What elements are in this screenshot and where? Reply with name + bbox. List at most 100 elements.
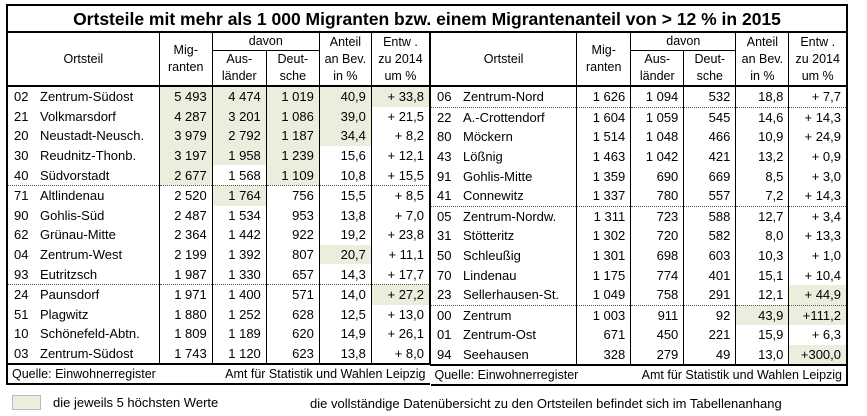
header-row: Ortsteil Mig- ranten davon Anteil an Bev…	[6, 32, 431, 86]
col-migranten: Mig- ranten	[158, 32, 213, 86]
ortsteil-name: Altlindenau	[40, 188, 105, 204]
ortsteil-number: 04	[14, 247, 29, 263]
deu-cell: 466	[683, 127, 737, 147]
ortsteil-number: 70	[437, 267, 452, 283]
table-row: 50 Schleußig 1 301 698 603 10,3 + 1,0	[429, 245, 848, 266]
ortsteil-number: 80	[437, 129, 452, 145]
aus-cell: 2 792	[211, 126, 267, 146]
aus-cell: 1 120	[211, 343, 267, 365]
entw-cell: +300,0	[788, 344, 848, 366]
table-row: 70 Lindenau 1 175 774 401 15,1 + 10,4	[429, 265, 848, 285]
ortsteil-cell: 93 Eutritzsch	[6, 264, 160, 285]
aus-cell: 690	[630, 166, 685, 186]
ortsteil-name: Zentrum-Nord	[463, 89, 544, 105]
highlight-swatch	[12, 395, 41, 410]
table-row: 62 Grünau-Mitte 2 364 1 442 922 19,2 + 23,8	[6, 225, 431, 245]
entw-cell: + 14,3	[788, 106, 848, 128]
ortsteil-number: 40	[14, 167, 29, 183]
ortsteil-cell: 06 Zentrum-Nord	[429, 86, 578, 108]
deu-cell: 953	[265, 205, 320, 226]
mig-cell: 2 364	[158, 225, 213, 245]
table-row: 20 Neustadt-Neusch. 3 979 2 792 1 187 34,4 + 8…	[6, 126, 431, 146]
aus-cell: 1 958	[211, 145, 267, 166]
entw-cell: + 1,0	[788, 245, 848, 266]
ortsteil-name: Reudnitz-Thonb.	[40, 148, 137, 164]
col-ortsteil: Ortsteil	[6, 32, 160, 86]
table-row: 04 Zentrum-West 2 199 1 392 807 20,7 + 11,1	[6, 244, 431, 265]
aus-cell: 723	[630, 205, 685, 227]
ant-cell: 10,3	[735, 245, 790, 266]
col-deutsche: Deut- sche	[265, 50, 320, 86]
mig-cell: 2 199	[158, 244, 213, 265]
mig-cell: 1 311	[576, 205, 632, 227]
table-row: 00 Zentrum 1 003 911 92 43,9 +111,2	[429, 304, 848, 326]
ortsteil-cell: 80 Möckern	[429, 127, 578, 147]
ant-cell: 12,7	[735, 205, 790, 227]
ortsteil-name: Connewitz	[463, 188, 524, 204]
mig-cell: 1 626	[576, 86, 632, 108]
ortsteil-name: A.-Crottendorf	[463, 109, 545, 125]
entw-cell: + 13,3	[788, 226, 848, 246]
ortsteil-name: Eutritzsch	[40, 266, 98, 282]
entw-cell: + 17,7	[370, 264, 431, 285]
aus-cell: 1 442	[211, 225, 267, 245]
aus-cell: 1 252	[211, 304, 267, 325]
legend-label: die jeweils 5 höchsten Werte	[53, 395, 219, 410]
ant-cell: 13,2	[735, 146, 790, 167]
table-row: 71 Altlindenau 2 520 1 764 756 15,5 + 8,5	[6, 184, 431, 206]
ortsteil-number: 30	[14, 148, 29, 164]
ant-cell: 19,2	[318, 225, 372, 245]
ant-cell: 15,1	[735, 265, 790, 285]
deu-cell: 1 239	[265, 145, 320, 166]
mig-cell: 1 049	[576, 284, 632, 306]
ortsteil-name: Zentrum-Nordw.	[463, 208, 557, 224]
ortsteil-number: 22	[437, 109, 452, 125]
publisher-text: Amt für Statistik und Wahlen Leipzig	[225, 367, 426, 382]
mig-cell: 1 743	[158, 343, 213, 365]
mig-cell: 1 175	[576, 265, 632, 285]
ant-cell: 39,0	[318, 106, 372, 127]
aus-cell: 1 189	[211, 324, 267, 344]
deu-cell: 571	[265, 283, 320, 305]
table-row: 21 Volkmarsdorf 4 287 3 201 1 086 39,0 + 21,5	[6, 106, 431, 127]
table-row: 40 Südvorstadt 2 677 1 568 1 109 10,8 + 15,5	[6, 165, 431, 186]
mig-cell: 328	[576, 344, 632, 366]
ortsteil-cell: 94 Seehausen	[429, 344, 578, 366]
publisher-text: Amt für Statistik und Wahlen Leipzig	[641, 368, 842, 383]
ortsteil-cell: 01 Zentrum-Ost	[429, 325, 578, 345]
header-row: Ortsteil Mig- ranten davon Anteil an Bev…	[429, 32, 848, 86]
entw-cell: + 8,0	[370, 343, 431, 365]
aus-cell: 758	[630, 284, 685, 306]
aus-cell: 774	[630, 265, 685, 285]
ortsteil-cell: 04 Zentrum-West	[6, 244, 160, 265]
col-migranten: Mig- ranten	[576, 32, 632, 86]
ortsteil-number: 51	[14, 306, 29, 322]
deu-cell: 669	[683, 166, 737, 186]
ortsteil-cell: 50 Schleußig	[429, 245, 578, 266]
ant-cell: 13,8	[318, 205, 372, 226]
deu-cell: 532	[683, 86, 737, 108]
ortsteil-name: Volkmarsdorf	[40, 108, 116, 124]
ortsteil-cell: 51 Plagwitz	[6, 304, 160, 325]
ortsteil-name: Gohlis-Mitte	[463, 168, 533, 184]
ortsteil-name: Gohlis-Süd	[40, 207, 105, 223]
ortsteil-number: 31	[437, 228, 452, 244]
aus-cell: 1 094	[630, 86, 685, 108]
ant-cell: 10,9	[735, 127, 790, 147]
mig-cell: 2 487	[158, 205, 213, 226]
ortsteil-number: 90	[14, 207, 29, 223]
ortsteil-cell: 24 Paunsdorf	[6, 283, 160, 305]
col-davon: davon	[630, 32, 737, 51]
deu-cell: 582	[683, 226, 737, 246]
table-row: 05 Zentrum-Nordw. 1 311 723 588 12,7 + 3,4	[429, 205, 848, 227]
ant-cell: 12,5	[318, 304, 372, 325]
table-row: 90 Gohlis-Süd 2 487 1 534 953 13,8 + 7,0	[6, 205, 431, 226]
ortsteil-cell: 71 Altlindenau	[6, 184, 160, 206]
mig-cell: 1 514	[576, 127, 632, 147]
table-row: 06 Zentrum-Nord 1 626 1 094 532 18,8 + 7,7	[429, 86, 848, 108]
col-anteil: Anteil an Bev. in %	[318, 32, 372, 86]
aus-cell: 911	[630, 304, 685, 326]
ortsteil-number: 10	[14, 326, 29, 342]
mig-cell: 1 337	[576, 185, 632, 207]
left-table: Ortsteil Mig- ranten davon Anteil an Bev…	[6, 31, 431, 386]
